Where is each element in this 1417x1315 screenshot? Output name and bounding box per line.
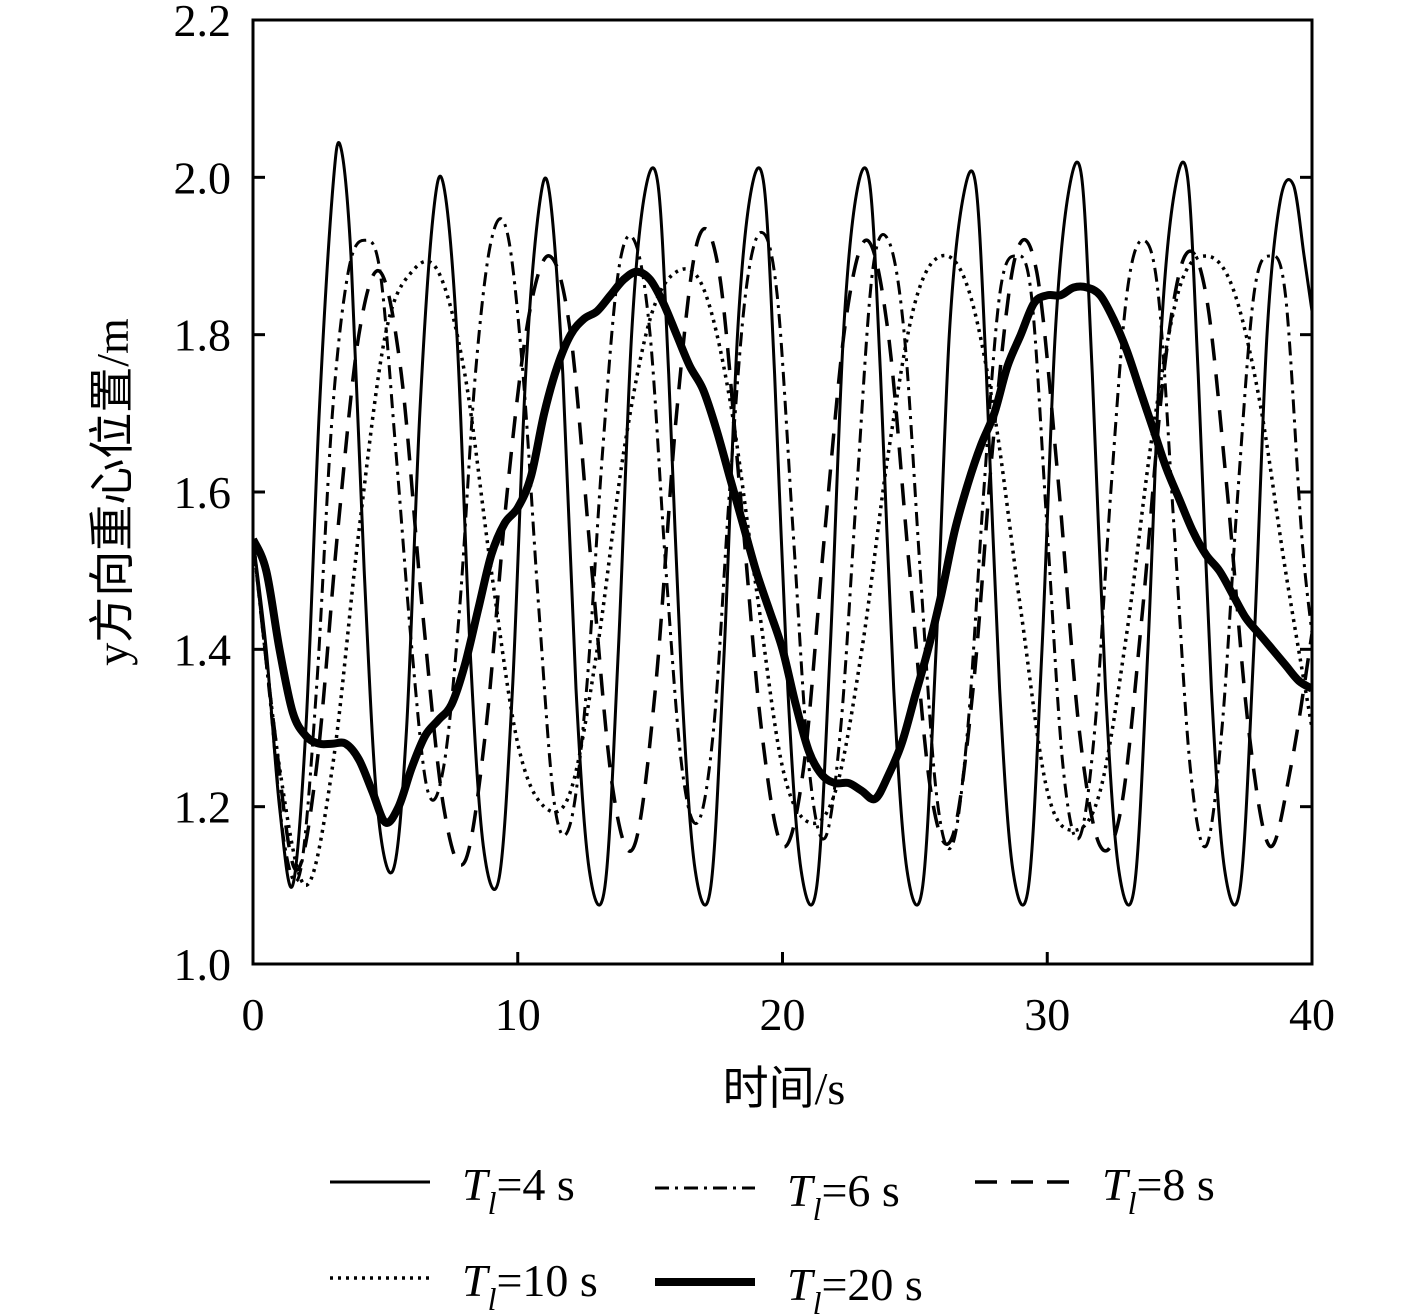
legend-label: Tl=10 s — [462, 1255, 598, 1315]
y-axis-title: y方向重心位置/m — [87, 318, 138, 666]
legend-label-rest: =4 s — [496, 1159, 574, 1210]
legend: Tl=4 s Tl=6 s Tl=8 sTl=10 s Tl=20 s — [330, 1159, 1215, 1315]
legend-label-main: T — [1102, 1159, 1131, 1210]
legend-label: Tl=8 s — [1102, 1159, 1215, 1221]
x-tick-label: 10 — [495, 989, 541, 1040]
legend-label-rest: =10 s — [496, 1255, 597, 1306]
legend-label: Tl=20 s — [787, 1259, 923, 1315]
legend-label-sub: l — [488, 1185, 497, 1221]
series-line — [253, 140, 1312, 907]
x-tick-label: 0 — [242, 989, 265, 1040]
legend-label-sub: l — [488, 1281, 497, 1315]
legend-label-main: T — [462, 1255, 491, 1306]
series-layer — [253, 140, 1312, 907]
series-line — [253, 217, 1312, 884]
legend-label-sub: l — [813, 1285, 822, 1315]
series-line — [253, 227, 1312, 872]
legend-label-rest: =8 s — [1136, 1159, 1214, 1210]
legend-label: Tl=4 s — [462, 1159, 575, 1221]
y-tick-label: 1.0 — [174, 939, 232, 990]
legend-label-main: T — [787, 1259, 816, 1310]
legend-label-main: T — [787, 1165, 816, 1216]
y-tick-label: 1.8 — [174, 310, 232, 361]
axis-ticks: 0 10 20 30 40 1.0 1.2 1.4 1.6 1.8 2.0 2.2 — [174, 0, 1336, 1040]
x-tick-label: 40 — [1289, 989, 1335, 1040]
y-tick-label: 2.0 — [174, 152, 232, 203]
x-tick-label: 30 — [1024, 989, 1070, 1040]
y-tick-label: 1.6 — [174, 467, 232, 518]
legend-label: Tl=6 s — [787, 1165, 900, 1227]
y-tick-label: 1.2 — [174, 782, 232, 833]
y-tick-label: 1.4 — [174, 624, 232, 675]
legend-label-sub: l — [813, 1191, 822, 1227]
legend-label-rest: =6 s — [821, 1165, 899, 1216]
legend-label-main: T — [462, 1159, 491, 1210]
series-line — [253, 267, 1312, 827]
legend-label-rest: =20 s — [821, 1259, 922, 1310]
y-tick-label: 2.2 — [174, 0, 232, 46]
x-tick-label: 20 — [760, 989, 806, 1040]
x-axis-title: 时间/s — [723, 1063, 846, 1114]
legend-label-sub: l — [1128, 1185, 1137, 1221]
